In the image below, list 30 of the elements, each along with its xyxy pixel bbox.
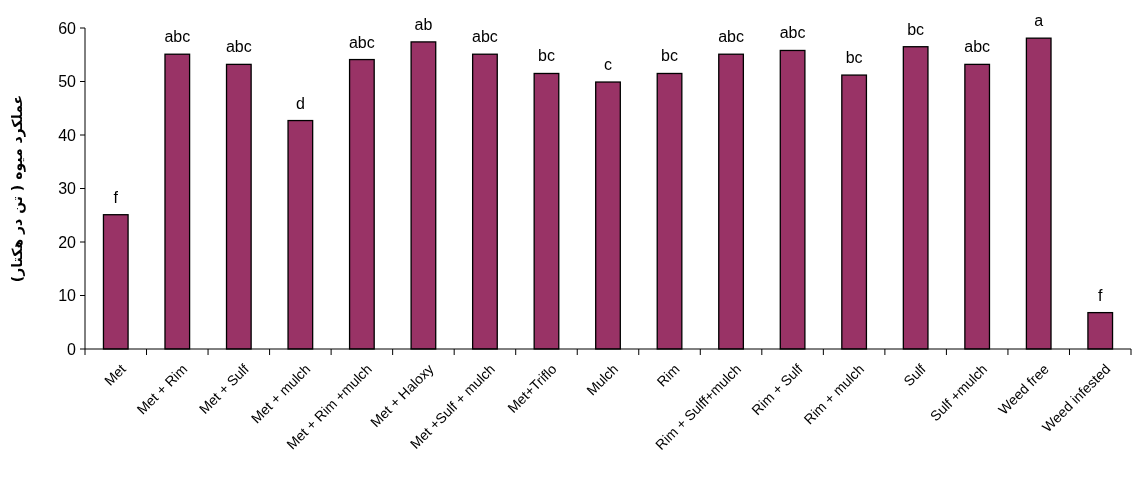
annotation: a bbox=[1034, 12, 1044, 30]
x-tick-label: Rim bbox=[653, 360, 683, 390]
annotation: bc bbox=[845, 49, 863, 67]
annotation: abc bbox=[164, 28, 191, 46]
y-tick-label: 10 bbox=[58, 287, 77, 305]
y-axis-title: عملکرد میوه ( تن در هکتار) bbox=[9, 94, 26, 283]
annotation: f bbox=[113, 188, 119, 206]
y-tick-label: 0 bbox=[67, 340, 77, 358]
y-tick-label: 60 bbox=[58, 19, 77, 37]
y-tick-label: 50 bbox=[58, 73, 77, 91]
x-tick-label: Met + Sulf bbox=[195, 360, 252, 417]
annotation: bc bbox=[907, 20, 925, 38]
annotation: f bbox=[1098, 286, 1104, 304]
annotation: abc bbox=[225, 38, 252, 56]
y-tick-label: 40 bbox=[58, 126, 77, 144]
annotation: ab bbox=[414, 15, 433, 33]
annotation: abc bbox=[964, 38, 991, 56]
annotation: bc bbox=[661, 47, 678, 65]
x-tick-label: Met bbox=[101, 360, 129, 389]
annotation: abc bbox=[718, 28, 744, 46]
annotation: abc bbox=[348, 33, 375, 51]
annotation: abc bbox=[472, 28, 498, 46]
y-tick-label: 30 bbox=[58, 180, 77, 198]
annotation: d bbox=[295, 94, 305, 112]
annotation: abc bbox=[779, 24, 806, 42]
x-tick-label: Sulf bbox=[900, 360, 929, 390]
y-tick-label: 20 bbox=[58, 233, 77, 251]
annotation: c bbox=[604, 56, 612, 74]
x-tick-label: Met + Rim bbox=[133, 360, 191, 418]
annotation: bc bbox=[538, 47, 555, 65]
